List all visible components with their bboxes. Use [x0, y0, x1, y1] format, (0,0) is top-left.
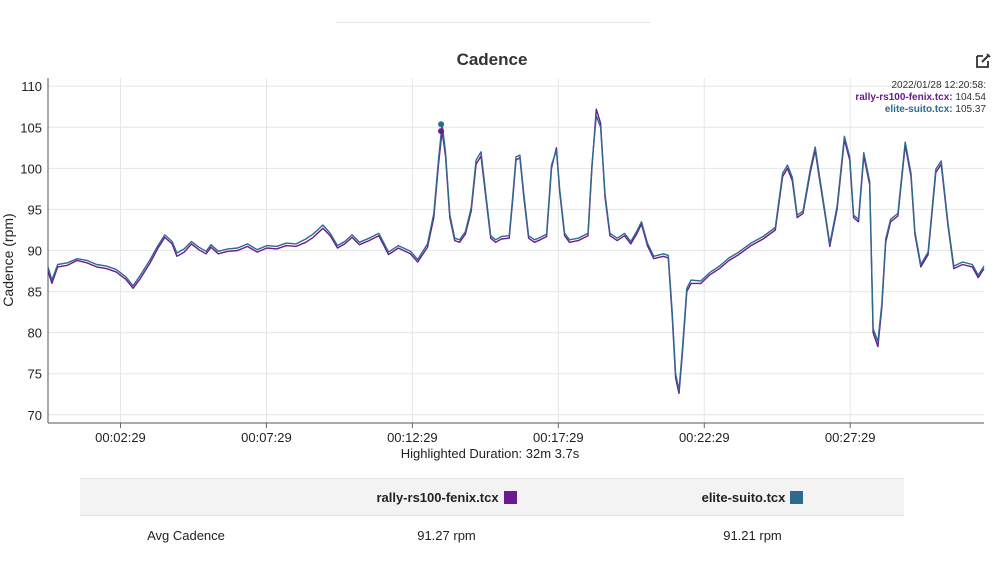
x-tick-label: 00:12:29: [387, 430, 438, 445]
tooltip-row-2: elite-suito.tcx: 105.37: [855, 104, 986, 116]
edit-icon[interactable]: [974, 52, 992, 70]
y-axis-label: Cadence (rpm): [0, 213, 16, 306]
x-tick-label: 00:22:29: [679, 430, 730, 445]
series-line-1: [47, 108, 985, 395]
y-tick-label: 110: [21, 79, 42, 94]
tick-labels: 70 75 80 85 90 95 100 105 110 00:02:29 00:07:29 00:…: [20, 79, 875, 445]
y-tick-label: 75: [28, 367, 42, 382]
y-tick-label: 70: [28, 408, 42, 423]
series-lines: [47, 108, 985, 395]
tooltip-value-1: 104.54: [955, 92, 986, 103]
hover-markers: [438, 121, 445, 135]
summary-series-2-name: elite-suito.tcx: [701, 489, 786, 505]
y-tick-label: 85: [28, 285, 42, 300]
x-tick-label: 00:07:29: [241, 430, 292, 445]
hover-point-1: [438, 128, 445, 135]
tooltip-series-1: rally-rs100-fenix.tcx:: [855, 92, 953, 103]
series-1-swatch[interactable]: [503, 490, 517, 504]
row-value-series-1: 91.27 rpm: [417, 527, 476, 543]
x-axis-label: Highlighted Duration: 32m 3.7s: [401, 446, 580, 461]
tooltip-value-2: 105.37: [955, 104, 986, 115]
summary-header-empty: [80, 478, 292, 516]
x-tick-label: 00:17:29: [533, 430, 584, 445]
hover-tooltip: 2022/01/28 12:20:58: rally-rs100-fenix.t…: [855, 80, 986, 116]
top-divider: [336, 22, 650, 23]
summary-table: rally-rs100-fenix.tcx elite-suito.tcx Av…: [80, 478, 904, 554]
y-tick-label: 95: [28, 202, 42, 217]
summary-header-row: rally-rs100-fenix.tcx elite-suito.tcx: [80, 478, 904, 516]
tooltip-row-1: rally-rs100-fenix.tcx: 104.54: [855, 92, 986, 104]
y-tick-label: 90: [28, 244, 42, 259]
tooltip-timestamp: 2022/01/28 12:20:58:: [891, 80, 986, 91]
row-value-series-2: 91.21 rpm: [723, 527, 782, 543]
x-tick-label: 00:02:29: [95, 430, 146, 445]
y-tick-label: 105: [20, 120, 42, 135]
summary-header-series-2: elite-suito.tcx: [601, 478, 904, 516]
cadence-chart[interactable]: 70 75 80 85 90 95 100 105 110 00:02:29 00:07:29 00:…: [0, 0, 1000, 470]
grid-lines: [48, 78, 984, 423]
x-tick-label: 00:27:29: [825, 430, 876, 445]
series-2-swatch[interactable]: [790, 490, 804, 504]
hover-point-2: [438, 121, 445, 128]
summary-series-1-name: rally-rs100-fenix.tcx: [376, 489, 499, 505]
summary-header-series-1: rally-rs100-fenix.tcx: [292, 478, 601, 516]
series-line-2: [47, 115, 985, 391]
tooltip-series-2: elite-suito.tcx:: [884, 104, 953, 115]
chart-title: Cadence: [456, 50, 528, 69]
row-label: Avg Cadence: [147, 527, 225, 543]
axes: [47, 78, 984, 428]
y-tick-label: 80: [28, 326, 42, 341]
table-row: Avg Cadence 91.27 rpm 91.21 rpm: [80, 516, 904, 555]
y-tick-label: 100: [20, 161, 42, 176]
